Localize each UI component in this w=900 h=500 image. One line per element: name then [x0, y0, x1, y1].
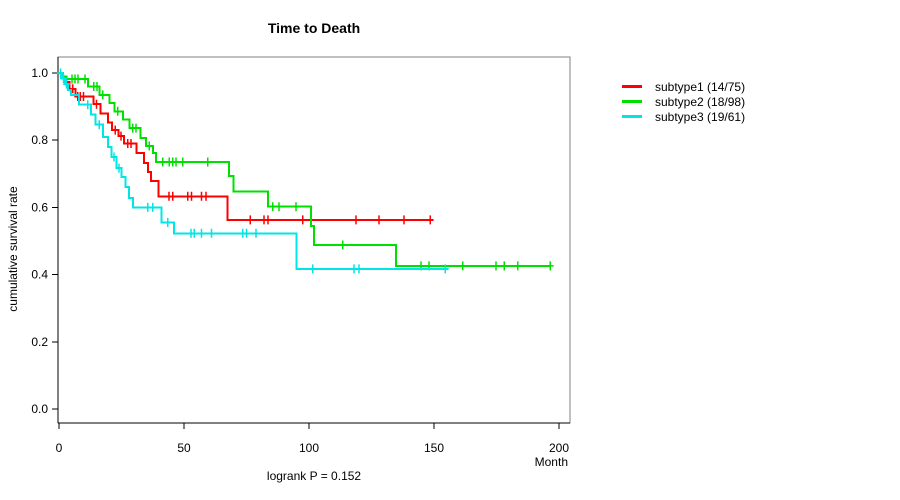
- y-tick-label: 0.2: [31, 335, 48, 349]
- legend-line-subtype2: [622, 100, 642, 103]
- x-tick-label: 100: [299, 441, 319, 455]
- legend-item-subtype2: subtype2 (18/98): [622, 94, 745, 109]
- legend-label-subtype3: subtype3 (19/61): [655, 109, 746, 124]
- y-tick-label: 0.0: [31, 402, 48, 416]
- legend-label-subtype1: subtype1 (14/75): [655, 79, 746, 94]
- chart-title: Time to Death: [267, 20, 361, 36]
- y-axis-title: cumulative survival rate: [6, 186, 20, 312]
- censor-marks-subtype1: [63, 77, 434, 225]
- legend-line-subtype3: [622, 115, 642, 118]
- legend-label-subtype2: subtype2 (18/98): [655, 94, 746, 109]
- x-axis-title: Month: [534, 455, 568, 469]
- legend-item-subtype3: subtype3 (19/61): [622, 109, 745, 124]
- x-tick-label: 150: [424, 441, 444, 455]
- curve-subtype1: [59, 72, 433, 221]
- censor-marks-subtype3: [57, 68, 449, 274]
- x-tick-label: 50: [177, 441, 191, 455]
- curve-subtype3: [59, 72, 448, 270]
- x-tick-label: 0: [56, 441, 63, 455]
- logrank-annotation: logrank P = 0.152: [266, 469, 362, 483]
- legend-line-subtype1: [622, 85, 642, 88]
- y-tick-label: 0.6: [31, 200, 48, 214]
- y-tick-label: 0.4: [31, 268, 48, 282]
- curve-subtype2: [59, 72, 551, 267]
- censor-marks-subtype2: [68, 74, 554, 271]
- legend: subtype1 (14/75) subtype2 (18/98) subtyp…: [622, 79, 745, 124]
- legend-item-subtype1: subtype1 (14/75): [622, 79, 745, 94]
- x-tick-label: 200: [549, 441, 569, 455]
- y-tick-label: 1.0: [31, 66, 48, 80]
- y-tick-label: 0.8: [31, 133, 48, 147]
